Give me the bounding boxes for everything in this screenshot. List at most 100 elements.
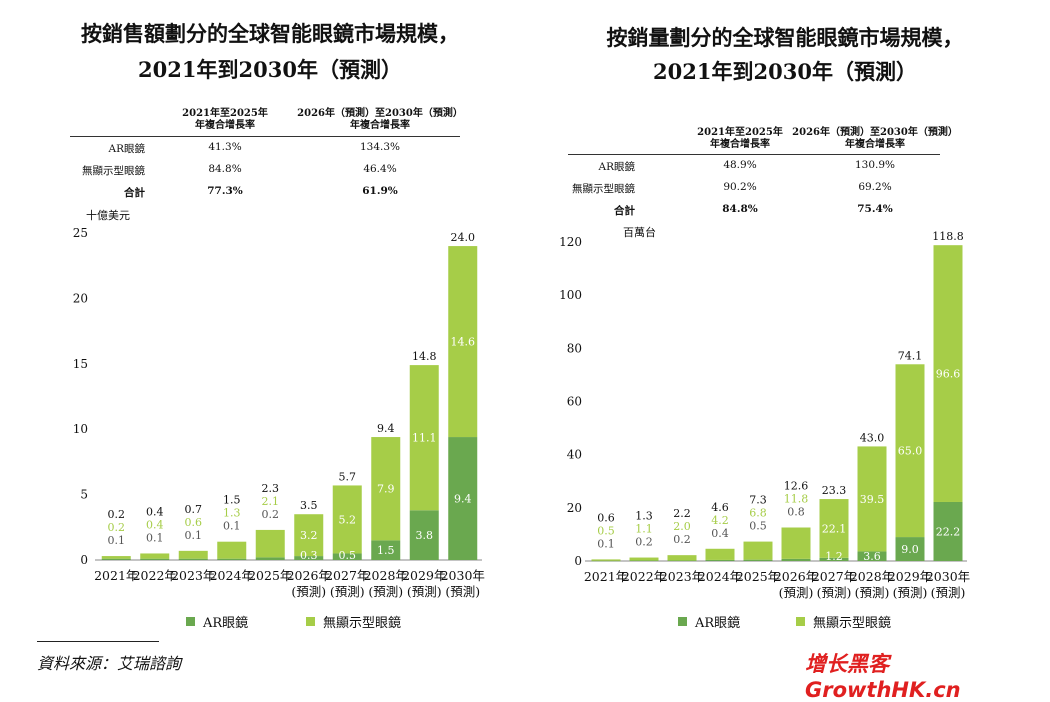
bar-label-nonar: 7.9 (377, 483, 395, 496)
cagr-row-label: 無顯示型眼鏡 (572, 183, 635, 195)
x-tick-label: 2030年 (441, 568, 485, 583)
cagr-row-v1: 41.3% (208, 141, 242, 153)
bar-label-ar: 0.2 (673, 533, 691, 546)
legend-swatch-ar (186, 617, 195, 626)
cagr-header-2: 2026年（預測）至2030年（預測） 年複合增長率 (792, 127, 958, 150)
bar-segment-ar (371, 540, 401, 560)
bar-segment-nonar (178, 550, 208, 559)
y-tick-label: 5 (80, 488, 88, 502)
x-tick-label: 2025年 (736, 569, 780, 584)
x-tick-label: (預測) (407, 584, 442, 599)
y-tick-label: 20 (567, 501, 582, 515)
bar-segment-nonar (217, 541, 247, 559)
legend-nonar: 無顯示型眼鏡 (306, 612, 401, 631)
y-tick-label: 15 (73, 357, 88, 371)
y-tick-label: 10 (73, 422, 88, 436)
bar-total-label: 7.3 (749, 494, 767, 507)
bar-segment-ar (857, 551, 887, 561)
bar-total-label: 24.0 (451, 231, 476, 244)
cagr-row-v2: 75.4% (857, 203, 893, 215)
cagr-row-label: 合計 (124, 187, 145, 199)
bar-label-nonar: 11.8 (784, 493, 809, 506)
bar-total-label: 74.1 (898, 349, 923, 362)
x-tick-label: 2021年 (94, 568, 138, 583)
cagr-row-v2: 130.9% (854, 159, 896, 171)
chart-panel-volume: 按銷量劃分的全球智能眼鏡市場規模， 2021年到2030年（預測） 2021年至… (530, 0, 1040, 640)
bar-total-label: 9.4 (377, 422, 395, 435)
bar-segment-ar (819, 557, 849, 561)
bar-total-label: 43.0 (860, 431, 885, 444)
cagr-header-1: 2021年至2025年 年複合增長率 (697, 127, 783, 150)
cagr-table: 2021年至2025年 年複合增長率 2026年（預測）至2030年（預測） 年… (568, 127, 958, 222)
bar-label-ar: 0.1 (146, 531, 164, 544)
source-note: 資料來源：艾瑞諮詢 (37, 654, 182, 673)
legend-swatch-nonar (306, 617, 315, 626)
bar-segment-nonar (409, 365, 439, 511)
bar-total-label: 14.8 (412, 350, 437, 363)
legend-nonar: 無顯示型眼鏡 (796, 612, 891, 631)
x-tick-label: (預測) (291, 584, 326, 599)
bar-segment-ar (933, 501, 963, 561)
y-unit-label: 十億美元 (86, 209, 130, 222)
bar-segment-nonar (101, 556, 131, 559)
bar-segment-nonar (667, 555, 697, 561)
x-tick-label: 2027年 (812, 569, 856, 584)
bar-total-label: 23.3 (822, 484, 847, 497)
legend-ar: AR眼鏡 (186, 612, 248, 631)
y-unit-label: 百萬台 (623, 226, 656, 239)
bar-label-ar: 0.1 (597, 537, 615, 550)
legend-swatch-nonar (796, 617, 805, 626)
bar-segment-nonar (294, 514, 324, 557)
y-tick-label: 100 (559, 288, 582, 302)
cagr-row-v1: 84.8% (208, 163, 242, 175)
watermark: 增长黑客 GrowthHK.cn (805, 652, 961, 702)
bar-segment-nonar (140, 553, 170, 559)
cagr-row-v1: 90.2% (723, 181, 757, 193)
bar-segment-nonar (371, 437, 401, 541)
bar-label-nonar: 2.0 (673, 520, 691, 533)
bar-label-ar: 3.6 (863, 550, 881, 563)
x-tick-label: 2022年 (133, 568, 177, 583)
x-tick-label: (預測) (445, 584, 480, 599)
x-tick-label: (預測) (931, 585, 966, 600)
cagr-rule (70, 136, 460, 137)
bar-label-nonar: 3.2 (300, 529, 318, 542)
bar-chart-volume: 0204060801001200.60.50.12021年1.31.10.220… (559, 230, 970, 600)
cagr-header-2: 2026年（預測）至2030年（預測） 年複合增長率 (297, 108, 463, 131)
bar-label-ar: 9.0 (901, 543, 919, 556)
bar-label-ar: 0.1 (223, 520, 241, 533)
cagr-row-v2: 46.4% (363, 163, 397, 175)
x-tick-label: 2025年 (248, 568, 292, 583)
bar-label-ar: 0.3 (300, 549, 318, 562)
x-tick-label: (預測) (330, 584, 365, 599)
bar-total-label: 0.6 (597, 511, 615, 524)
x-tick-label: (預測) (368, 584, 403, 599)
bar-segment-ar (217, 558, 247, 560)
x-tick-label: 2021年 (584, 569, 628, 584)
y-tick-label: 120 (559, 235, 582, 249)
bar-label-ar: 1.5 (377, 544, 395, 557)
bar-segment-nonar (819, 499, 849, 558)
bar-label-ar: 0.4 (711, 527, 729, 540)
y-tick-label: 60 (567, 395, 582, 409)
cagr-row-label: 合計 (614, 205, 635, 217)
bar-label-nonar: 4.2 (711, 514, 729, 527)
bar-total-label: 118.8 (932, 230, 964, 243)
bar-segment-ar (667, 560, 697, 561)
bar-label-nonar: 39.5 (860, 493, 885, 506)
bar-segment-nonar (781, 527, 811, 559)
x-tick-label: 2028年 (850, 569, 894, 584)
legend-label-ar: AR眼鏡 (203, 616, 249, 631)
bar-label-nonar: 2.1 (262, 495, 280, 508)
x-tick-label: 2029年 (888, 569, 932, 584)
bar-segment-nonar (629, 557, 659, 561)
legend-label-nonar: 無顯示型眼鏡 (813, 616, 892, 631)
x-tick-label: 2028年 (364, 568, 408, 583)
source-rule (37, 641, 159, 642)
bar-segment-ar (448, 437, 478, 560)
bar-segment-ar (743, 559, 773, 561)
x-tick-label: 2023年 (660, 569, 704, 584)
bar-total-label: 5.7 (339, 470, 357, 483)
y-tick-label: 20 (73, 291, 88, 305)
bar-label-nonar: 65.0 (898, 445, 923, 458)
